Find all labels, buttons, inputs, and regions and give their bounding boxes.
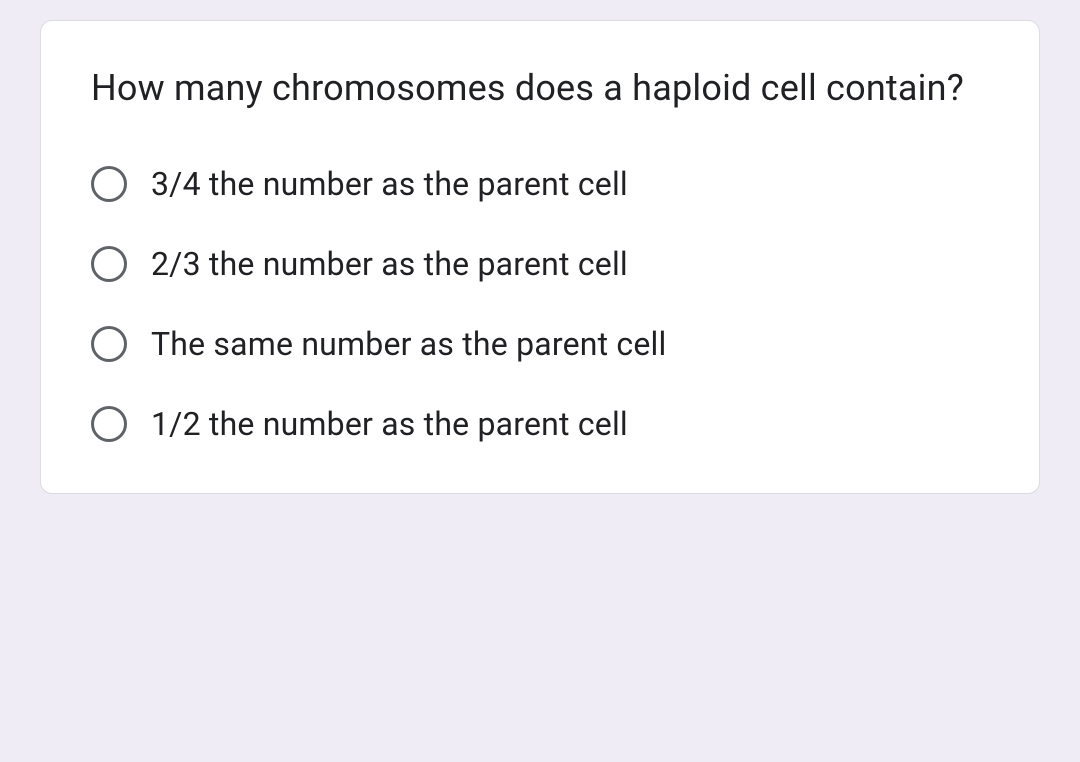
option-row[interactable]: The same number as the parent cell bbox=[91, 325, 989, 363]
option-label: 2/3 the number as the parent cell bbox=[151, 245, 628, 283]
option-label: 3/4 the number as the parent cell bbox=[151, 165, 628, 203]
option-row[interactable]: 1/2 the number as the parent cell bbox=[91, 405, 989, 443]
option-row[interactable]: 2/3 the number as the parent cell bbox=[91, 245, 989, 283]
radio-unchecked-icon[interactable] bbox=[91, 406, 127, 442]
radio-unchecked-icon[interactable] bbox=[91, 326, 127, 362]
options-container: 3/4 the number as the parent cell 2/3 th… bbox=[91, 165, 989, 443]
option-row[interactable]: 3/4 the number as the parent cell bbox=[91, 165, 989, 203]
question-text: How many chromosomes does a haploid cell… bbox=[91, 61, 989, 115]
option-label: 1/2 the number as the parent cell bbox=[151, 405, 628, 443]
question-card: How many chromosomes does a haploid cell… bbox=[40, 20, 1040, 494]
radio-unchecked-icon[interactable] bbox=[91, 166, 127, 202]
option-label: The same number as the parent cell bbox=[151, 325, 667, 363]
radio-unchecked-icon[interactable] bbox=[91, 246, 127, 282]
